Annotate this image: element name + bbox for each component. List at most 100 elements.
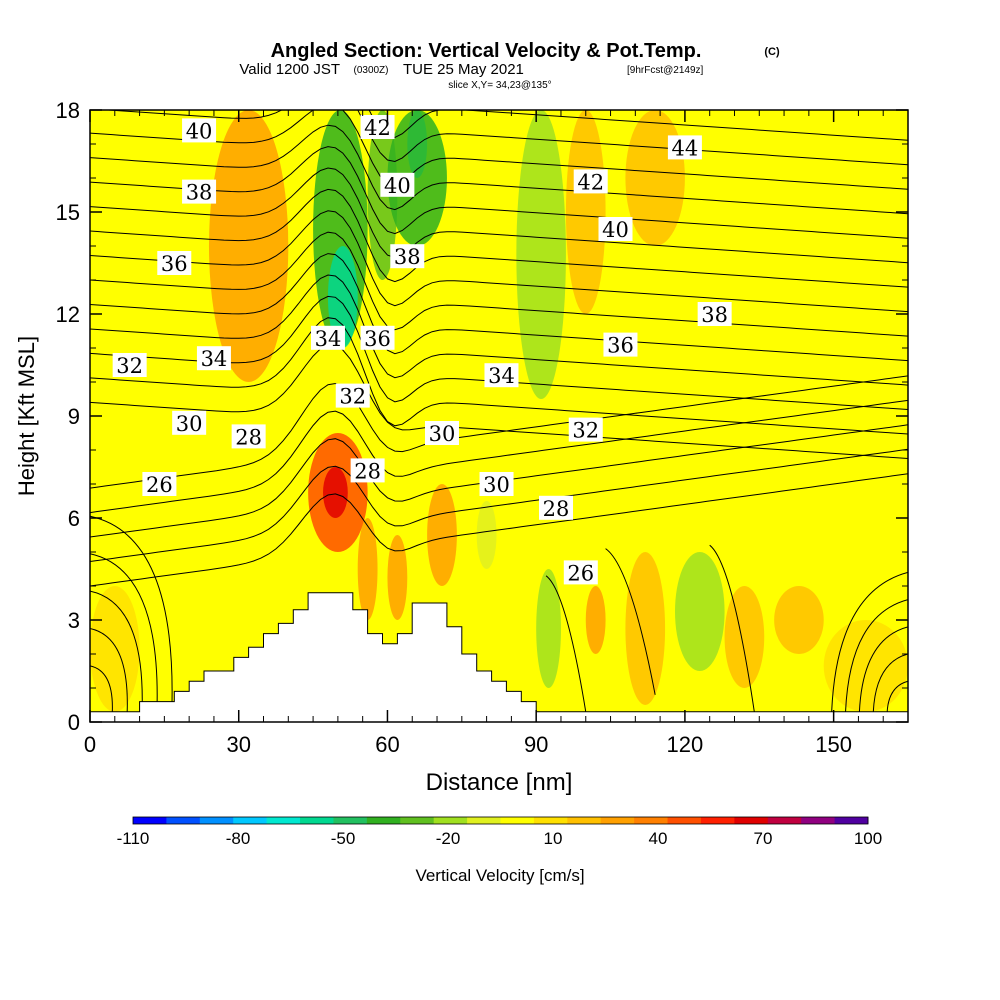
colorbar-tick-label: -50 (331, 829, 356, 848)
colorbar-swatch (567, 817, 602, 824)
colorbar-tick-label: -110 (117, 829, 150, 848)
surface-isentrope (90, 515, 173, 712)
x-tick-label: 120 (667, 732, 704, 757)
contour-label-text: 26 (146, 473, 173, 497)
surface-isentrope (709, 544, 755, 712)
contour-label: 42 (360, 115, 395, 140)
contour-label: 30 (424, 421, 459, 446)
isentrope-line (90, 448, 908, 562)
colorbar-frame (132, 816, 869, 825)
contour-label: 44 (667, 135, 702, 160)
colorbar-tick-label: 100 (854, 829, 882, 848)
y-tick-label: 18 (56, 98, 80, 123)
colorbar-swatch (366, 817, 401, 824)
surface-isentrope (545, 575, 587, 712)
colorbar-swatch (801, 817, 836, 824)
isentrope-line (90, 317, 908, 435)
isentrope-line (90, 210, 908, 313)
contour-label: 36 (360, 325, 395, 351)
surface-isentrope (90, 665, 113, 712)
contour-label: 40 (598, 217, 633, 242)
contour-label-text: 32 (339, 385, 366, 409)
surface-isentrope (886, 680, 908, 712)
contour-label-box (484, 363, 519, 388)
colorbar-swatch (634, 817, 669, 824)
isentrope-line (90, 473, 908, 587)
contour-label-box (390, 244, 425, 269)
colorbar-swatch (199, 817, 234, 824)
colorbar-swatch (834, 817, 869, 824)
contour-label-box (142, 472, 177, 496)
y-tick-label: 6 (68, 506, 80, 531)
contour-label: 38 (390, 244, 425, 269)
contour-label-text: 30 (176, 412, 203, 436)
surface-isentrope (605, 548, 656, 695)
contour-label: 30 (479, 472, 514, 497)
colorbar-label: Vertical Velocity [cm/s] (415, 866, 584, 885)
contour-label-text: 38 (394, 245, 421, 269)
y-tick-label: 9 (68, 404, 80, 429)
x-tick-label: 150 (815, 732, 852, 757)
valid-date: TUE 25 May 2021 (403, 61, 524, 78)
forecast-tag: [9hrFcst@2149z] (627, 65, 704, 76)
contour-label-text: 36 (161, 252, 188, 276)
velocity-cell (823, 620, 908, 712)
colorbar-swatch (767, 817, 802, 824)
contour-label-text: 36 (607, 334, 634, 358)
colorbar-swatch (333, 817, 368, 824)
isentrope-line (90, 231, 908, 337)
contour-label-text: 42 (577, 170, 604, 194)
velocity-cell (476, 501, 497, 569)
surface-isentrope (90, 628, 128, 712)
contour-label-text: 34 (315, 327, 342, 351)
contour-label: 42 (573, 169, 608, 194)
contour-label-box (573, 169, 608, 194)
colorbar-swatch (734, 817, 769, 824)
x-tick-label: 90 (524, 732, 548, 757)
velocity-cell (323, 467, 348, 518)
contour-label-box (380, 172, 415, 197)
isentrope-line (90, 146, 908, 239)
x-tick-label: 30 (226, 732, 250, 757)
contour-label-box (335, 383, 370, 408)
contour-label-text: 28 (354, 459, 381, 483)
contour-label-box (603, 332, 638, 357)
contour-label-box (182, 179, 217, 204)
contour-label: 32 (335, 383, 370, 409)
colorbar-swatch (500, 817, 535, 824)
contour-label: 28 (350, 458, 385, 483)
velocity-cell (536, 569, 561, 688)
isentrope-line (90, 375, 908, 489)
colorbar-swatch (700, 817, 735, 824)
colorbar-swatch (400, 817, 435, 824)
surface-isentrope (831, 571, 908, 712)
velocity-cell (208, 110, 289, 382)
contour-label-text: 42 (364, 116, 391, 140)
surface-isentrope (872, 653, 908, 712)
contour-label-text: 44 (672, 136, 699, 160)
velocity-cell (90, 586, 140, 712)
chart-title-unit: (C) (764, 46, 780, 58)
contour-label-text: 38 (701, 303, 728, 327)
chart-title: Angled Section: Vertical Velocity & Pot.… (271, 40, 702, 62)
colorbar-swatch (133, 817, 167, 824)
isentrope-line (90, 124, 908, 215)
contour-label-text: 28 (235, 425, 262, 449)
contour-label-text: 28 (543, 497, 570, 521)
colorbar-swatch (600, 817, 635, 824)
isentrope-line (90, 188, 908, 288)
velocity-cell (625, 110, 685, 246)
colorbar-tick-label: -80 (226, 829, 251, 848)
isentrope-line (368, 110, 908, 141)
velocity-cell (625, 552, 666, 705)
contour-label-text: 30 (483, 473, 510, 497)
velocity-cell (724, 586, 765, 688)
contour-label: 36 (603, 332, 638, 358)
y-tick-label: 3 (68, 608, 80, 633)
contour-label-box (310, 325, 345, 350)
isentrope-line (102, 110, 908, 166)
contour-label-text: 32 (572, 419, 599, 443)
contour-label: 40 (380, 172, 415, 198)
contour-label: 34 (484, 363, 519, 388)
colorbar-tick-label: 10 (544, 829, 563, 848)
